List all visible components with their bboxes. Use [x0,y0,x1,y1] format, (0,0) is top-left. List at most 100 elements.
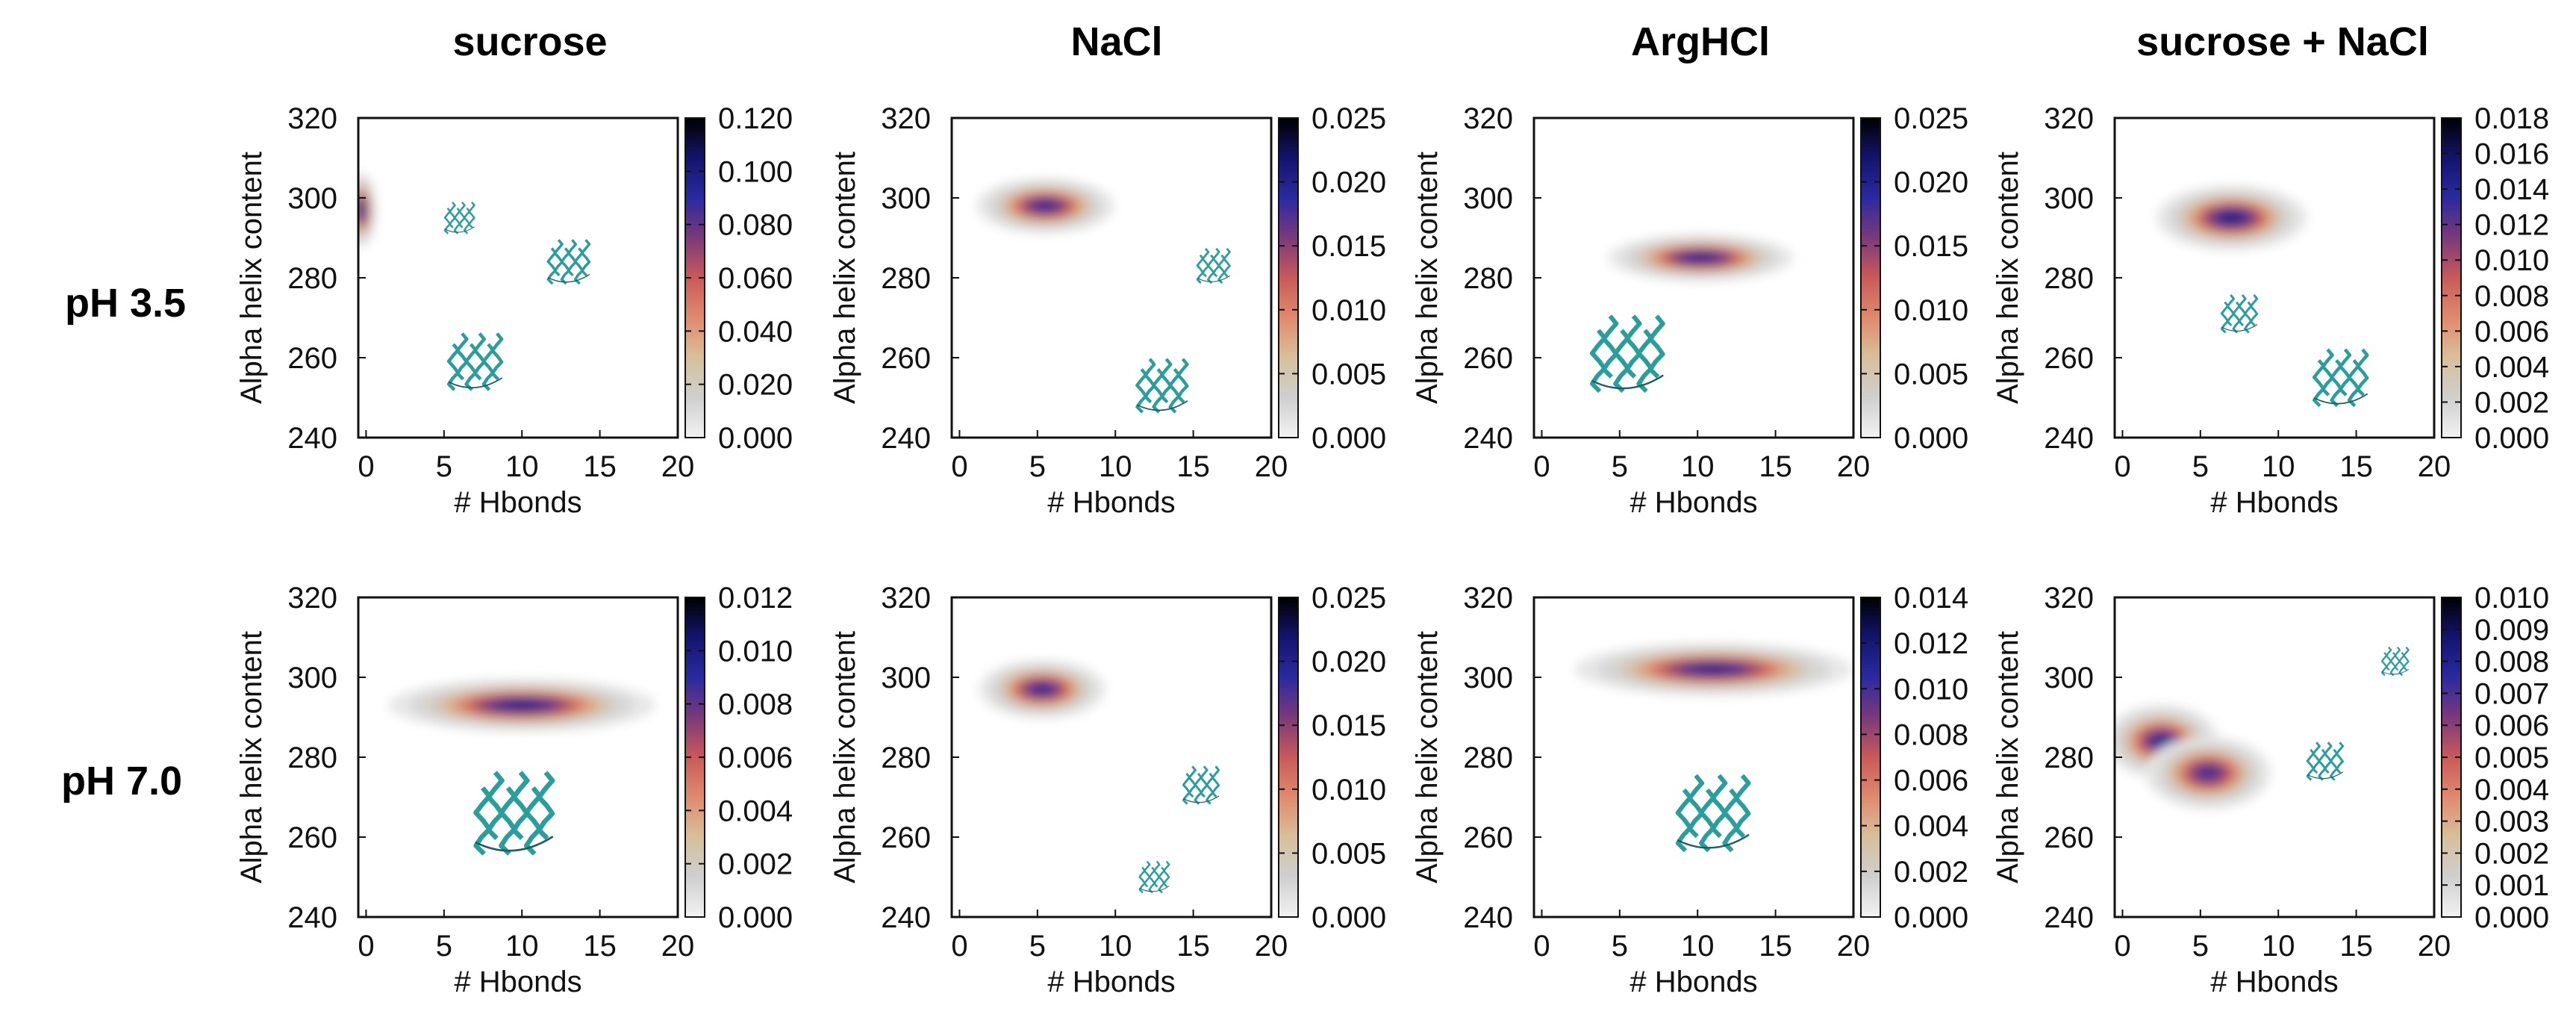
colorbar-tick-label: 0.060 [718,262,793,295]
x-tick-label: 0 [358,930,374,963]
colorbar-tick-label: 0.005 [1894,358,1968,391]
y-tick-label: 260 [1463,821,1513,854]
column-title-sucrose-nacl: sucrose + NaCl [2136,19,2429,64]
density-contour [358,203,364,217]
panel-ph-7-0-nacl: 0 5 10 15 20 240 260 280 300 320 # Hbonds Alpha hel… [829,582,1386,998]
protein-structure-icon [1182,765,1220,805]
x-tick-label: 20 [1837,450,1871,483]
density-layer [2156,184,2307,251]
colorbar-tick-label: 0.005 [1312,837,1386,870]
y-tick-label: 320 [881,102,931,135]
x-tick-label: 10 [1099,450,1132,483]
colorbar-tick-label: 0.000 [2474,901,2549,934]
colorbar-tick-label: 0.014 [2474,173,2549,206]
colorbar-tick-label: 0.012 [718,582,793,615]
y-tick-label: 300 [2044,182,2094,215]
y-axis-label: Alpha helix content [235,152,268,404]
y-tick-label: 240 [1463,422,1513,455]
y-tick-label: 280 [1463,262,1513,295]
y-tick-label: 280 [2044,262,2094,295]
colorbar-tick-label: 0.008 [1894,718,1968,751]
y-tick-label: 320 [881,582,931,615]
density-layer [976,178,1115,234]
y-tick-label: 240 [1463,901,1513,934]
row-label-ph-3-5: pH 3.5 [65,281,186,326]
x-tick-label: 15 [2339,930,2373,963]
x-tick-label: 10 [505,930,539,963]
density-contour [2155,737,2168,745]
panel-ph-3-5-nacl: 0 5 10 15 20 240 260 280 300 320 # Hbonds Alpha hel… [829,102,1386,519]
x-tick-label: 0 [2114,930,2130,963]
y-tick-label: 320 [287,102,337,135]
x-tick-label: 5 [1029,930,1046,963]
colorbar-tick-label: 0.010 [1894,673,1968,706]
protein-structure-icon [446,332,504,391]
y-tick-label: 300 [287,662,337,694]
y-axis-label: Alpha helix content [829,631,861,883]
colorbar-tick-label: 0.016 [2474,138,2549,171]
x-tick-label: 10 [1681,930,1715,963]
column-title-sucrose: sucrose [452,19,607,64]
colorbar-tick-label: 0.004 [2474,774,2549,806]
colorbar-tick-label: 0.004 [718,795,793,827]
protein-structure-icon [1196,247,1231,285]
density-layer [2115,704,2271,810]
y-tick-label: 280 [881,262,931,295]
colorbar-tick-label: 0.008 [2474,280,2549,313]
density-contour [2195,765,2222,781]
plot-area [358,597,678,917]
colorbar-tick-label: 0.012 [2474,209,2549,242]
colorbar-tick-label: 0.010 [2474,244,2549,277]
x-tick-label: 20 [2418,450,2451,483]
protein-structure-icon [473,771,555,856]
colorbar-tick-label: 0.002 [1894,856,1968,889]
colorbar-tick-label: 0.010 [1312,774,1386,806]
y-axis-label: Alpha helix content [1992,631,2024,883]
colorbar-tick-label: 0.001 [2474,869,2549,902]
colorbar-tick-label: 0.040 [718,315,793,348]
colorbar-tick-label: 0.006 [2474,315,2549,348]
y-tick-label: 240 [881,901,931,934]
y-tick-label: 240 [287,901,337,934]
x-tick-label: 0 [358,450,374,483]
protein-structure-icon [2312,348,2369,408]
y-tick-label: 320 [2044,102,2094,135]
density-contour [1686,254,1715,262]
colorbar-tick-label: 0.006 [718,742,793,774]
colorbar-tick-label: 0.015 [1312,230,1386,263]
colorbar-tick-label: 0.009 [2474,614,2549,647]
y-tick-label: 280 [287,262,337,295]
x-axis-label: # Hbonds [454,486,581,519]
y-tick-label: 240 [2044,422,2094,455]
row-label-ph-7-0: pH 7.0 [61,759,182,803]
protein-structure-icon [1135,358,1189,414]
colorbar-tick-label: 0.006 [1894,765,1968,798]
y-tick-label: 320 [287,582,337,615]
x-axis-label: # Hbonds [1047,486,1175,519]
x-tick-label: 10 [1681,450,1715,483]
colorbar-tick-label: 0.002 [718,848,793,881]
x-tick-label: 10 [2262,450,2295,483]
colorbar-tick-label: 0.010 [1312,294,1386,327]
x-tick-label: 20 [1255,450,1288,483]
panel-ph-3-5-sucrose: 0 5 10 15 20 240 260 280 300 320 # Hbonds Alpha hel… [235,102,793,519]
x-tick-label: 10 [1099,930,1132,963]
colorbar [1860,117,1881,438]
density-contour [1696,666,1730,673]
y-tick-label: 300 [2044,662,2094,694]
density-layer [979,659,1106,719]
density-layer [388,678,656,733]
colorbar-tick-label: 0.000 [1312,901,1386,934]
x-tick-label: 20 [661,930,695,963]
x-tick-label: 20 [2418,930,2451,963]
protein-structure-icon [1589,314,1665,394]
density-contour [1036,686,1048,692]
x-tick-label: 0 [951,450,967,483]
colorbar-tick-label: 0.120 [718,102,793,135]
y-tick-label: 300 [1463,662,1513,694]
x-tick-label: 5 [1029,450,1046,483]
x-tick-label: 5 [436,930,452,963]
y-tick-label: 280 [1463,742,1513,774]
x-tick-label: 0 [2114,450,2130,483]
